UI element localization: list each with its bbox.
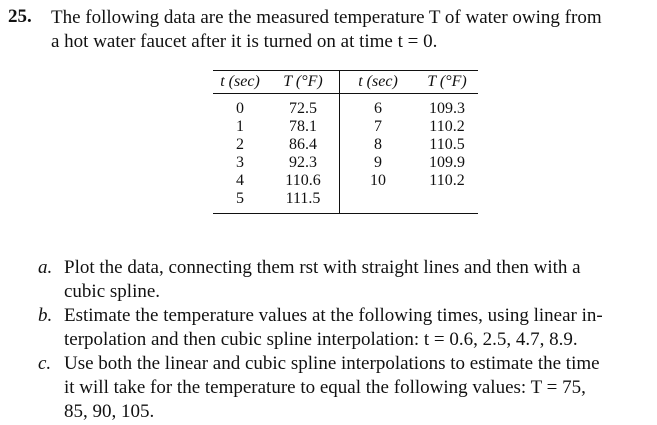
- table-cell: 2: [236, 136, 244, 153]
- problem-number: 25.: [8, 6, 32, 27]
- part-line: Plot the data, connecting them rst with …: [64, 257, 581, 278]
- part-label: a.: [38, 257, 53, 278]
- table-row: 3 92.3 9 109.9: [213, 154, 478, 172]
- table-cell: 7: [339, 118, 416, 136]
- table-cell: 86.4: [289, 136, 317, 153]
- table-cell: 110.5: [429, 136, 465, 153]
- table-cell: 1: [236, 118, 244, 135]
- part-text: Use both the linear and cubic spline int…: [64, 352, 650, 424]
- table-cell: 6: [339, 93, 416, 118]
- table-cell: 111.5: [285, 190, 321, 207]
- statement-line: The following data are the measured temp…: [51, 7, 602, 28]
- table-cell: 72.5: [289, 100, 317, 117]
- problem-statement: The following data are the measured temp…: [51, 6, 651, 54]
- table-cell: [339, 190, 416, 214]
- table-cell: 92.3: [289, 154, 317, 171]
- part-line: terpolation and then cubic spline interp…: [64, 329, 578, 350]
- table-cell: 109.3: [429, 100, 465, 117]
- part-label: c.: [38, 353, 52, 374]
- part-text: Plot the data, connecting them rst with …: [64, 256, 650, 304]
- column-header-temperature: T (°F): [283, 73, 323, 90]
- part-line: Estimate the temperature values at the f…: [64, 305, 603, 326]
- table-cell: [416, 190, 478, 214]
- table-header-row: t (sec) T (°F) t (sec) T (°F): [213, 70, 478, 94]
- part-c: c. Use both the linear and cubic spline …: [38, 352, 650, 424]
- table-row: 0 72.5 6 109.3: [213, 93, 478, 118]
- table-row: 1 78.1 7 110.2: [213, 118, 478, 136]
- table-cell: 10: [339, 172, 416, 190]
- table-row: 4 110.6 10 110.2: [213, 172, 478, 190]
- part-line: cubic spline.: [64, 281, 161, 302]
- column-header-time: t (sec): [339, 70, 416, 94]
- statement-line: a hot water faucet after it is turned on…: [51, 31, 438, 52]
- temperature-data-table: t (sec) T (°F) t (sec) T (°F) 0 72.5 6 1…: [213, 70, 478, 214]
- column-header-temperature: T (°F): [427, 73, 467, 90]
- table-row: 5 111.5: [213, 190, 478, 214]
- table-row: 2 86.4 8 110.5: [213, 136, 478, 154]
- table-cell: 4: [236, 172, 244, 189]
- part-line: it will take for the temperature to equa…: [64, 377, 586, 398]
- table-cell: 0: [236, 100, 244, 117]
- part-line: 85, 90, 105.: [64, 401, 155, 422]
- table-cell: 78.1: [289, 118, 317, 135]
- table-cell: 109.9: [429, 154, 465, 171]
- problem-parts: a. Plot the data, connecting them rst wi…: [38, 256, 650, 424]
- column-header-time: t (sec): [220, 73, 260, 90]
- part-line: Use both the linear and cubic spline int…: [64, 353, 600, 374]
- table-cell: 9: [339, 154, 416, 172]
- table-cell: 110.6: [285, 172, 321, 189]
- part-a: a. Plot the data, connecting them rst wi…: [38, 256, 650, 304]
- part-b: b. Estimate the temperature values at th…: [38, 304, 650, 352]
- table-cell: 110.2: [429, 172, 465, 189]
- part-label: b.: [38, 305, 53, 326]
- part-text: Estimate the temperature values at the f…: [64, 304, 650, 352]
- table-cell: 8: [339, 136, 416, 154]
- table-cell: 110.2: [429, 118, 465, 135]
- table-cell: 5: [236, 190, 244, 207]
- table-cell: 3: [236, 154, 244, 171]
